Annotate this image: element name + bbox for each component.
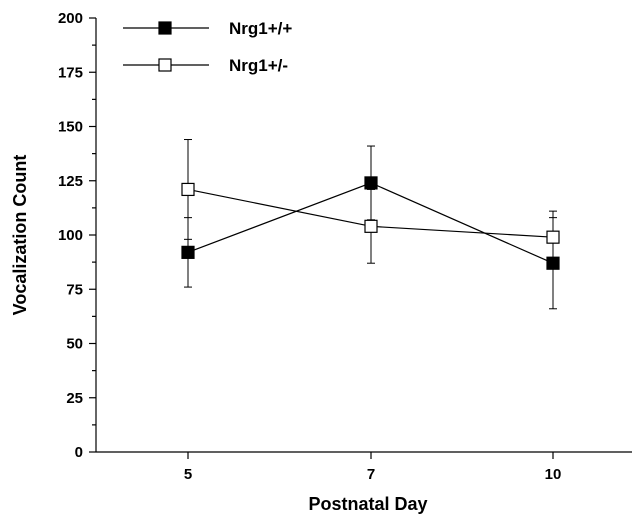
x-tick-label: 7 — [367, 466, 375, 483]
x-ticks: 5 7 10 — [184, 452, 562, 483]
y-tick-label: 0 — [75, 444, 83, 461]
data-point-nrg1-het — [546, 230, 560, 244]
y-tick-label: 100 — [58, 227, 83, 244]
y-tick-label: 125 — [58, 173, 83, 190]
y-ticks: 0 25 50 75 100 125 150 175 200 — [58, 10, 96, 461]
legend-item-nrg1-het: Nrg1+/- — [123, 56, 288, 75]
series-layer — [181, 139, 560, 310]
y-tick-label: 50 — [66, 336, 83, 353]
series-nrg1-het — [181, 139, 560, 264]
x-tick-label: 5 — [184, 466, 192, 483]
y-tick-label: 175 — [58, 64, 83, 81]
data-point-nrg1-wt — [181, 245, 195, 259]
data-point-nrg1-het — [181, 182, 195, 197]
legend-label-nrg1-wt: Nrg1+/+ — [229, 19, 292, 38]
y-tick-label: 75 — [66, 281, 83, 298]
legend-item-nrg1-wt: Nrg1+/+ — [123, 19, 292, 38]
data-point-nrg1-wt — [364, 176, 378, 190]
legend-marker-nrg1-wt — [158, 21, 172, 35]
legend-label-nrg1-het: Nrg1+/- — [229, 56, 288, 75]
y-axis-title: Vocalization Count — [10, 155, 30, 316]
legend-marker-nrg1-het — [158, 58, 172, 72]
legend: Nrg1+/+ Nrg1+/- — [123, 19, 292, 75]
x-axis-title: Postnatal Day — [308, 494, 427, 514]
y-tick-label: 200 — [58, 10, 83, 27]
y-tick-label: 150 — [58, 119, 83, 136]
data-point-nrg1-het — [364, 219, 378, 233]
y-tick-label: 25 — [66, 390, 83, 407]
x-tick-label: 10 — [545, 466, 562, 483]
